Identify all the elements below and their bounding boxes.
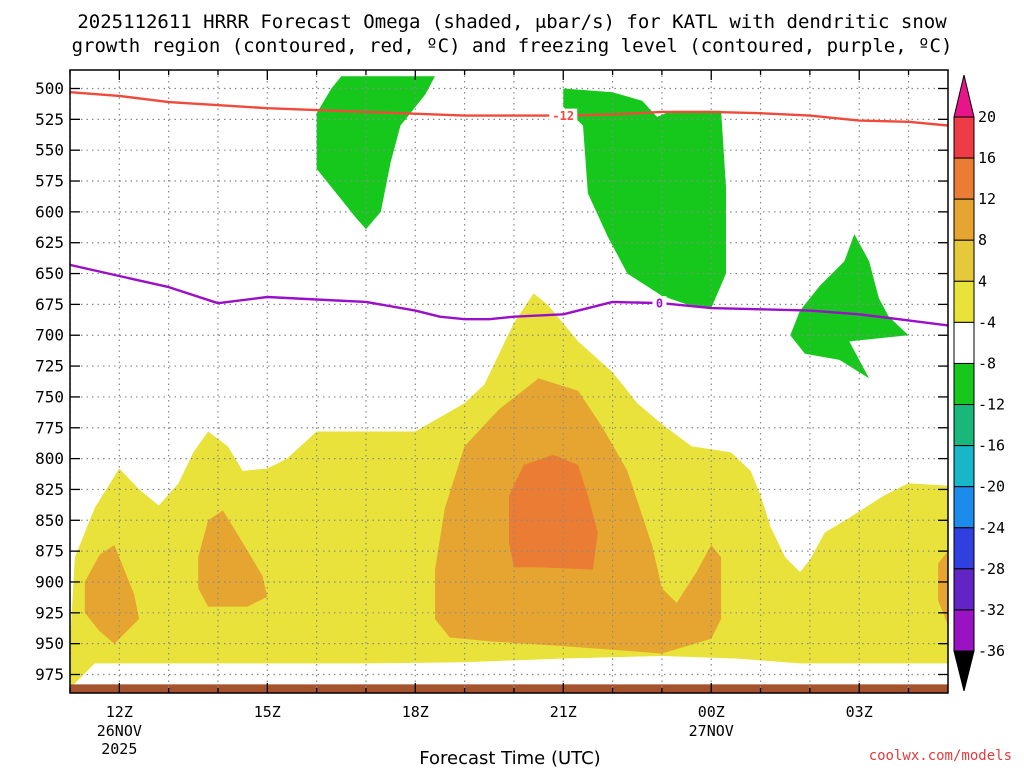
y-tick-label: 950	[35, 634, 64, 653]
omega-region-1	[316, 76, 435, 230]
colorbar-swatch	[953, 609, 975, 652]
y-tick-label: 675	[35, 295, 64, 314]
plot-frame	[69, 69, 949, 694]
colorbar-label: -12	[978, 396, 1005, 414]
x-tick-year-label: 2025	[101, 740, 137, 758]
y-tick-label: 700	[35, 326, 64, 345]
omega-region-3	[790, 234, 909, 379]
omega-shaded-layer	[70, 76, 948, 689]
colorbar-label: -28	[978, 560, 1005, 578]
x-tick-label: 12Z	[106, 703, 133, 721]
y-tick-label: 800	[35, 449, 64, 468]
y-tick-label: 725	[35, 357, 64, 376]
colorbar-swatch	[953, 198, 975, 241]
y-tick-label: 550	[35, 141, 64, 160]
colorbar-swatch	[953, 568, 975, 611]
colorbar-label: 4	[978, 272, 987, 290]
colorbar-label: 12	[978, 190, 996, 208]
x-tick-label: 21Z	[550, 703, 577, 721]
colorbar-label: -20	[978, 478, 1005, 496]
x-axis-title: Forecast Time (UTC)	[419, 748, 600, 768]
credit-text[interactable]: coolwx.com/models	[869, 748, 1012, 764]
y-tick-label: 575	[35, 172, 64, 191]
colorbar-swatch	[953, 321, 975, 364]
colorbar-label: 20	[978, 108, 996, 126]
omega-region-5	[84, 545, 140, 644]
colorbar-swatch	[953, 486, 975, 529]
colorbar-swatch	[953, 157, 975, 200]
contour-label-dgz: -12	[552, 109, 574, 123]
y-tick-label: 525	[35, 110, 64, 129]
contour-layer: -12 0	[70, 91, 948, 327]
y-tick-label: 650	[35, 264, 64, 283]
grid-lines	[69, 70, 948, 693]
y-tick-label: 600	[35, 202, 64, 221]
x-tick-label: 15Z	[254, 703, 281, 721]
chart-title-line-2: growth region (contoured, red, ºC) and f…	[72, 35, 953, 57]
colorbar: 20 16 12 8 4 -4 -8 -12 -16 -20 -24 -28 -32 -36	[953, 74, 1005, 692]
y-tick-label: 750	[35, 387, 64, 406]
omega-region-6	[198, 510, 268, 607]
y-tick-label: 775	[35, 418, 64, 437]
y-axis-ticks: 500 525 550 575 600 625 650 675 700 725 750 775 800 8…	[35, 79, 948, 684]
omega-region-9	[938, 551, 948, 626]
colorbar-swatch	[953, 362, 975, 406]
colorbar-label: -36	[978, 642, 1005, 660]
colorbar-swatch	[953, 116, 975, 159]
x-tick-date-label: 27NOV	[689, 722, 734, 740]
x-tick-label: 03Z	[846, 703, 873, 721]
ground-surface	[70, 684, 948, 693]
y-tick-label: 500	[35, 79, 64, 98]
colorbar-swatch	[953, 404, 975, 447]
y-tick-label: 875	[35, 542, 64, 561]
colorbar-label: 16	[978, 149, 996, 167]
colorbar-swatch	[953, 239, 975, 282]
colorbar-label: -16	[978, 437, 1005, 455]
contour-label-bg	[652, 296, 667, 311]
y-tick-label: 900	[35, 572, 64, 591]
omega-region-2	[563, 88, 726, 309]
colorbar-label: -8	[978, 354, 996, 372]
contour-label-bg	[549, 108, 578, 123]
contour-line-freezing	[70, 263, 948, 327]
colorbar-swatch	[953, 445, 975, 488]
y-tick-label: 850	[35, 511, 64, 530]
y-tick-label: 625	[35, 233, 64, 252]
x-tick-label: 18Z	[402, 703, 429, 721]
y-tick-label: 975	[35, 665, 64, 684]
omega-region-8	[509, 454, 598, 570]
colorbar-under-arrow	[953, 650, 975, 692]
contour-label-freezing: 0	[656, 297, 663, 311]
chart-title-line-1: 2025112611 HRRR Forecast Omega (shaded, …	[77, 11, 947, 33]
contour-line-dgz	[70, 91, 948, 127]
colorbar-label: -4	[978, 313, 996, 331]
colorbar-swatch	[953, 280, 975, 323]
colorbar-label: 8	[978, 231, 987, 249]
x-tick-label: 00Z	[698, 703, 725, 721]
colorbar-label: -24	[978, 519, 1005, 537]
y-tick-label: 825	[35, 480, 64, 499]
colorbar-over-arrow	[953, 74, 975, 118]
y-tick-label: 925	[35, 603, 64, 622]
x-tick-date-label: 26NOV	[97, 722, 142, 740]
colorbar-label: -32	[978, 601, 1005, 619]
colorbar-swatch	[953, 527, 975, 570]
